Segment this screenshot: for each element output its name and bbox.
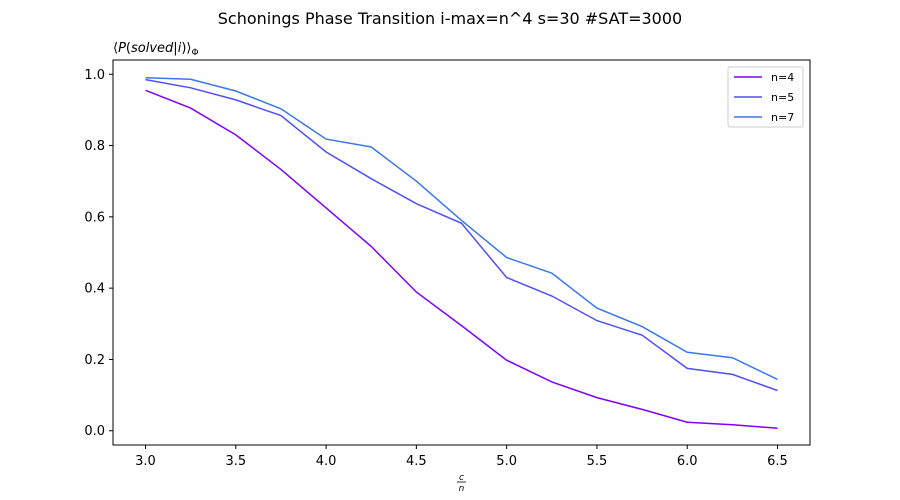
y-axis: 0.0 0.2 0.4 0.6 0.8 1.0 — [84, 68, 113, 439]
legend-label: n=7 — [771, 111, 794, 124]
x-axis: 3.0 3.5 4.0 4.5 5.0 5.5 6.0 6.5 — [135, 445, 788, 469]
x-tick-label: 6.5 — [767, 454, 788, 469]
y-tick-label: 0.4 — [84, 282, 105, 297]
series-line-n=4 — [145, 89, 778, 429]
svg-text:n: n — [459, 484, 465, 494]
y-tick-label: 0.0 — [84, 424, 105, 439]
legend-box — [727, 66, 804, 128]
y-tick-label: 0.8 — [84, 139, 105, 154]
x-tick-label: 6.0 — [677, 454, 698, 469]
x-axis-label: c n — [457, 473, 466, 494]
series-line-n=5 — [145, 78, 778, 392]
series-layer — [145, 77, 778, 429]
legend: n=4 n=5 n=7 — [727, 66, 804, 128]
legend-label: n=4 — [771, 71, 794, 84]
x-tick-label: 5.0 — [496, 454, 517, 469]
chart-title: Schonings Phase Transition i-max=n^4 s=3… — [218, 9, 682, 28]
x-tick-label: 5.5 — [587, 454, 608, 469]
y-tick-label: 0.2 — [84, 353, 105, 368]
plot-frame — [112, 59, 811, 446]
x-tick-label: 4.0 — [316, 454, 337, 469]
x-tick-label: 4.5 — [406, 454, 427, 469]
x-tick-label: 3.5 — [225, 454, 246, 469]
y-tick-label: 1.0 — [84, 68, 105, 83]
y-axis-label: ⟨P(solved|i)⟩Φ — [113, 41, 199, 58]
svg-text:c: c — [459, 473, 464, 483]
legend-label: n=5 — [771, 91, 794, 104]
series-line-n=7 — [145, 77, 778, 381]
y-tick-label: 0.6 — [84, 210, 105, 225]
x-tick-label: 3.0 — [135, 454, 156, 469]
